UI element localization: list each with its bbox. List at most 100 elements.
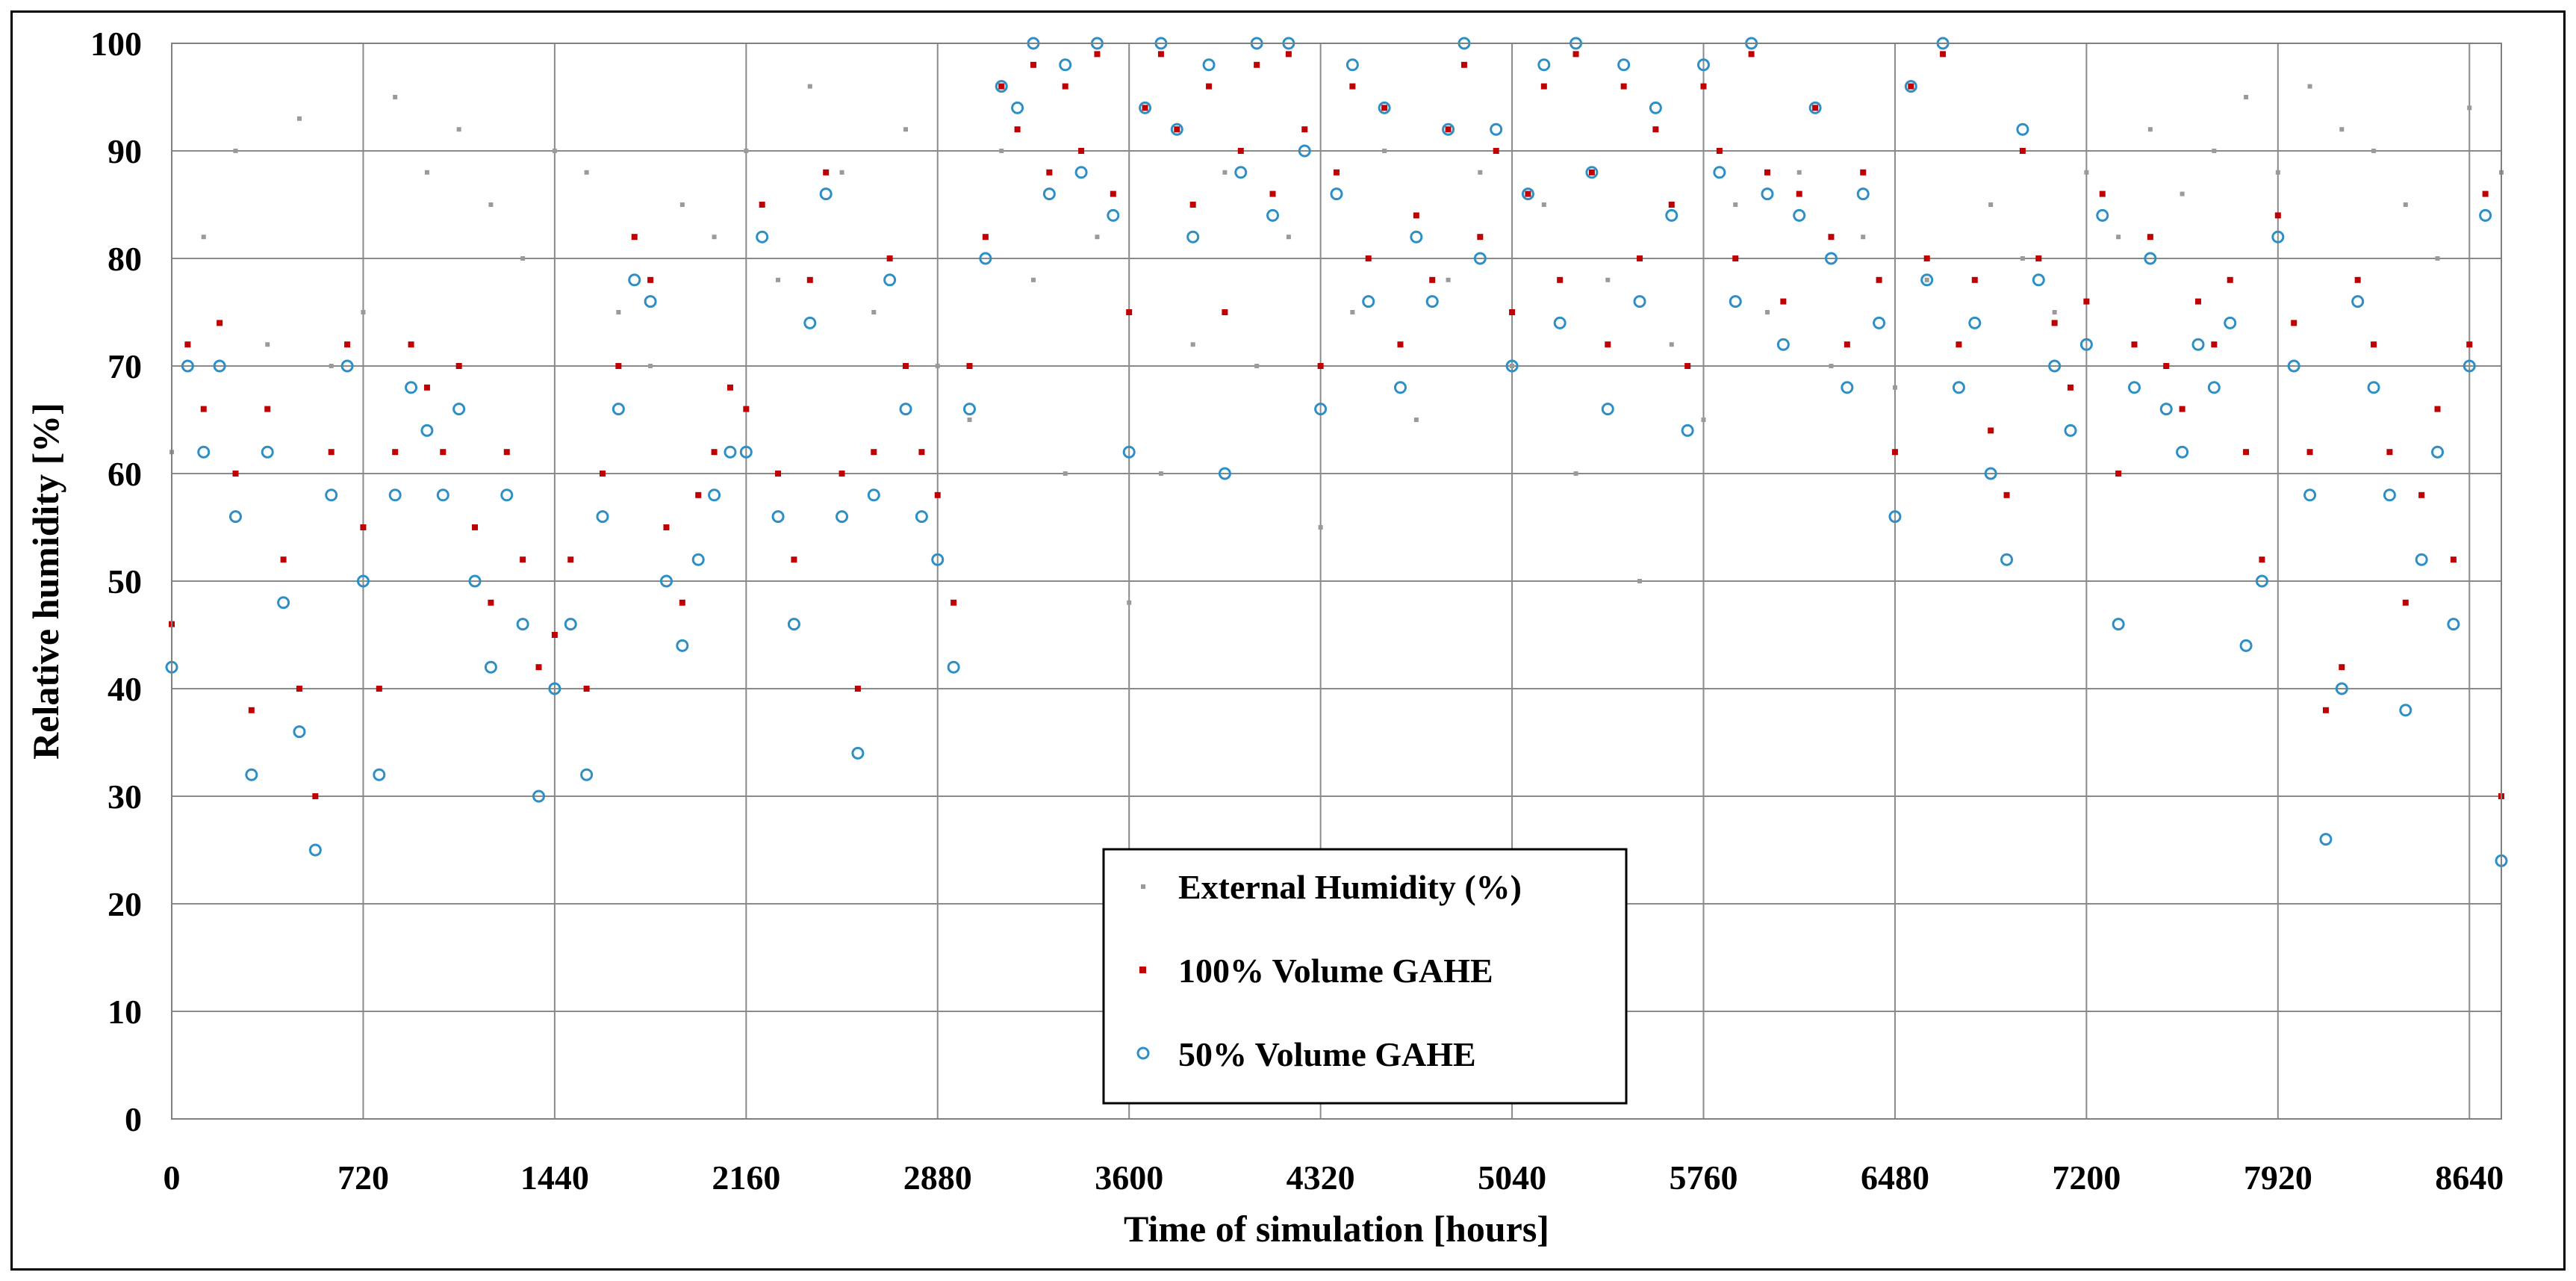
series-1-point-8 [296, 686, 302, 692]
series-0 [169, 84, 2504, 605]
series-1-point-116 [2019, 148, 2026, 154]
series-2-point-67 [1234, 166, 1248, 179]
series-1-point-21 [503, 449, 510, 456]
series-2-point-17 [436, 488, 449, 502]
series-0-point-32 [1190, 342, 1195, 347]
series-2-point-65 [1202, 58, 1216, 72]
series-1-point-38 [775, 471, 782, 477]
series-2-point-51 [979, 252, 992, 265]
y-tick-label-50: 50 [108, 562, 142, 601]
series-0-point-23 [903, 127, 909, 132]
series-2-point-110 [1920, 273, 1934, 287]
series-0-point-6 [361, 310, 366, 314]
series-2-point-32 [676, 639, 689, 652]
series-1-point-1 [184, 341, 191, 348]
series-2-point-108 [1888, 510, 1902, 524]
series-2-point-122 [2112, 618, 2125, 631]
series-0-point-3 [265, 342, 270, 347]
series-0-point-24 [935, 364, 940, 368]
series-2-point-83 [1490, 122, 1503, 136]
series-0-point-14 [616, 310, 621, 314]
series-0-point-39 [1413, 418, 1419, 422]
series-1-point-102 [1796, 190, 1802, 197]
series-2-point-56 [1059, 58, 1072, 72]
series-1-point-86 [1540, 83, 1547, 90]
series-1-point-24 [551, 632, 558, 638]
plot-area-border [171, 43, 2502, 1120]
series-2-point-12 [356, 574, 370, 588]
series-2-point-124 [2144, 252, 2157, 265]
legend-label-50-volume: 50% Volume GAHE [1178, 1035, 1476, 1073]
series-1-point-85 [1525, 190, 1531, 197]
x-tick-label-2880: 2880 [903, 1159, 972, 1197]
series-0-point-69 [2371, 149, 2377, 153]
series-1-point-50 [966, 363, 973, 369]
series-1-point-65 [1206, 83, 1213, 90]
series-2-point-115 [2000, 553, 2014, 566]
series-2-point-75 [1362, 295, 1375, 308]
series-2-point-20 [484, 660, 497, 674]
series-1-point-133 [2291, 320, 2297, 326]
series-2-point-46 [899, 403, 912, 416]
series-1-point-51 [982, 234, 989, 241]
series-1-point-89 [1588, 169, 1595, 176]
series-0-point-62 [2147, 127, 2153, 132]
series-1-point-54 [1030, 61, 1036, 68]
series-1-point-77 [1397, 341, 1404, 348]
legend-marker-100-volume [1139, 967, 1146, 973]
series-2-point-93 [1649, 101, 1662, 114]
series-2-point-69 [1266, 208, 1280, 222]
series-2-point-105 [1841, 381, 1854, 394]
series-1 [169, 51, 2504, 799]
series-0-point-49 [1733, 202, 1738, 207]
series-1-point-36 [743, 406, 750, 412]
series-2-point-18 [452, 403, 466, 416]
series-2-point-7 [277, 596, 290, 610]
series-1-point-41 [823, 169, 830, 176]
series-2-point-50 [962, 403, 976, 416]
series-2-point-9 [308, 843, 322, 857]
series-1-point-105 [1844, 341, 1850, 348]
series-2-point-135 [2319, 833, 2333, 846]
x-tick-label-4320: 4320 [1287, 1159, 1355, 1197]
series-2-point-132 [2287, 359, 2300, 373]
series-2-point-118 [2048, 359, 2062, 373]
legend-box [1102, 848, 1628, 1105]
series-2-point-78 [1410, 230, 1423, 244]
series-0-point-44 [1573, 471, 1578, 476]
legend-label-external: External Humidity (%) [1178, 868, 1522, 906]
series-2-point-22 [516, 618, 529, 631]
x-tick-labels: 0 720 1440 2160 2880 3600 4320 5040 5760 6480 7200… [164, 1159, 2504, 1197]
series-1-point-79 [1429, 276, 1436, 283]
series-2-point-49 [947, 660, 960, 674]
series-2-point-61 [1139, 101, 1152, 114]
series-2-point-11 [340, 359, 354, 373]
series-1-point-27 [599, 471, 606, 477]
series-2-point-130 [2239, 639, 2253, 652]
x-tick-label-0: 0 [164, 1159, 181, 1197]
series-2-point-77 [1393, 381, 1407, 394]
series-1-point-111 [1940, 51, 1947, 58]
series-1-point-37 [759, 202, 765, 208]
series-1-point-40 [806, 276, 813, 283]
series-1-point-131 [2259, 556, 2265, 563]
series-1-point-80 [1445, 126, 1452, 133]
series-2-point-74 [1345, 58, 1359, 72]
series-1-point-87 [1557, 276, 1564, 283]
series-1-point-3 [217, 320, 223, 326]
series-1-point-83 [1493, 148, 1499, 154]
series-2-point-66 [1218, 467, 1231, 480]
series-0-point-37 [1350, 310, 1355, 314]
y-axis-title: Relative humidity [%] [25, 403, 66, 760]
series-1-point-110 [1923, 255, 1930, 261]
series-0-point-66 [2275, 170, 2280, 175]
series-1-point-99 [1748, 51, 1755, 58]
series-2-point-59 [1107, 208, 1120, 222]
series-0-point-63 [2180, 191, 2185, 196]
series-2-point-125 [2159, 403, 2173, 416]
series-1-point-23 [535, 664, 542, 671]
series-2-point-60 [1122, 445, 1136, 459]
series-0-point-9 [456, 127, 461, 132]
series-2-point-4 [228, 510, 242, 524]
x-tick-label-3600: 3600 [1095, 1159, 1163, 1197]
